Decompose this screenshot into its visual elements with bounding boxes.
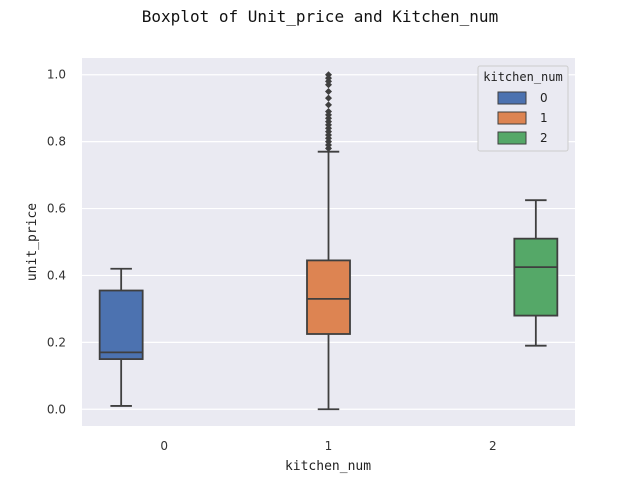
x-tick-label: 2: [489, 439, 497, 453]
box-group-1: [306, 71, 351, 411]
y-tick-label: 1.0: [47, 68, 66, 82]
legend-label: 1: [540, 111, 548, 125]
outlier-point: [325, 108, 332, 116]
y-tick-label: 0.2: [47, 335, 66, 349]
box-layer: [98, 71, 559, 411]
y-tick-label: 0.8: [47, 135, 66, 149]
box-1: [306, 259, 351, 335]
box-0: [98, 289, 144, 360]
legend-entries: 0 1 2: [497, 91, 548, 145]
legend-swatch: [497, 111, 527, 125]
outlier-point: [325, 94, 332, 102]
legend-frame: [477, 65, 569, 152]
legend-swatch: [497, 131, 527, 145]
legend: kitchen_num 0 1 2: [477, 65, 569, 152]
legend-label: 2: [540, 131, 548, 145]
outlier-point: [325, 101, 332, 109]
x-tick-labels: 0 1 2: [160, 439, 496, 453]
x-axis-label: kitchen_num: [285, 459, 371, 474]
box-2: [513, 237, 559, 317]
y-axis-label: unit_price: [25, 203, 40, 281]
y-tick-label: 0.0: [47, 402, 66, 416]
y-tick-label: 0.4: [47, 268, 66, 282]
legend-label: 0: [540, 91, 548, 105]
legend-title: kitchen_num: [483, 70, 562, 84]
y-tick-labels: 0.0 0.2 0.4 0.6 0.8 1.0: [47, 68, 66, 417]
box-group-0: [98, 267, 144, 407]
box-group-2: [513, 199, 559, 347]
outlier-point: [325, 87, 332, 95]
x-tick-label: 0: [160, 439, 168, 453]
x-tick-label: 1: [325, 439, 333, 453]
legend-swatch: [497, 91, 527, 105]
chart-title: Boxplot of Unit_price and Kitchen_num: [142, 7, 498, 26]
y-tick-label: 0.6: [47, 202, 66, 216]
outlier-point: [325, 71, 332, 79]
